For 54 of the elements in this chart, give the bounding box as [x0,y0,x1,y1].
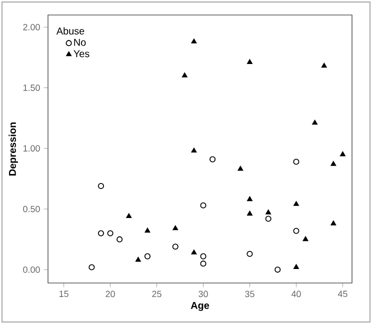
point [191,250,197,254]
x-tick-label: 25 [152,290,162,298]
point [265,216,272,222]
point [182,72,188,78]
point [98,182,104,190]
x-tick-label: 20 [106,290,115,298]
point [247,196,252,202]
point [135,256,141,262]
point [210,156,216,162]
point [107,230,114,236]
point [238,166,244,171]
y-tick-label: 1.50 [23,84,40,91]
point [191,148,197,153]
y-tick-label: 1.00 [23,145,40,152]
point [293,158,300,165]
y-tick-label: 2.00 [23,24,40,30]
x-tick-label: 35 [245,290,254,298]
point [126,213,132,218]
point [191,38,197,44]
point [200,202,206,208]
point [340,151,346,156]
point [321,62,327,68]
x-tick-label: 15 [60,290,68,298]
legend-label: No [74,38,86,46]
point [330,161,336,166]
point [246,250,253,257]
point [98,230,104,236]
x-tick-label: 45 [338,290,348,298]
x-axis-title: Age [190,302,210,311]
point [294,201,299,206]
point [200,253,206,260]
point [312,120,318,125]
point [330,220,336,226]
point [116,236,123,242]
x-tick-label: 30 [198,290,208,298]
point [144,228,150,233]
legend-label: Yes [74,50,90,58]
y-axis-title: Depression [8,122,18,176]
point [200,260,206,267]
point [293,228,300,234]
point [247,210,252,216]
point [274,266,281,273]
x-tick-label: 40 [291,290,301,298]
point [266,210,272,214]
legend-title: Abuse [56,27,84,35]
point [172,244,178,250]
y-tick-label: 0.00 [23,266,40,273]
y-tick-label: 0.50 [23,206,40,212]
point [144,253,151,260]
point [302,236,308,242]
point [88,264,95,270]
point [294,264,299,269]
point [172,225,178,230]
point [247,59,252,64]
